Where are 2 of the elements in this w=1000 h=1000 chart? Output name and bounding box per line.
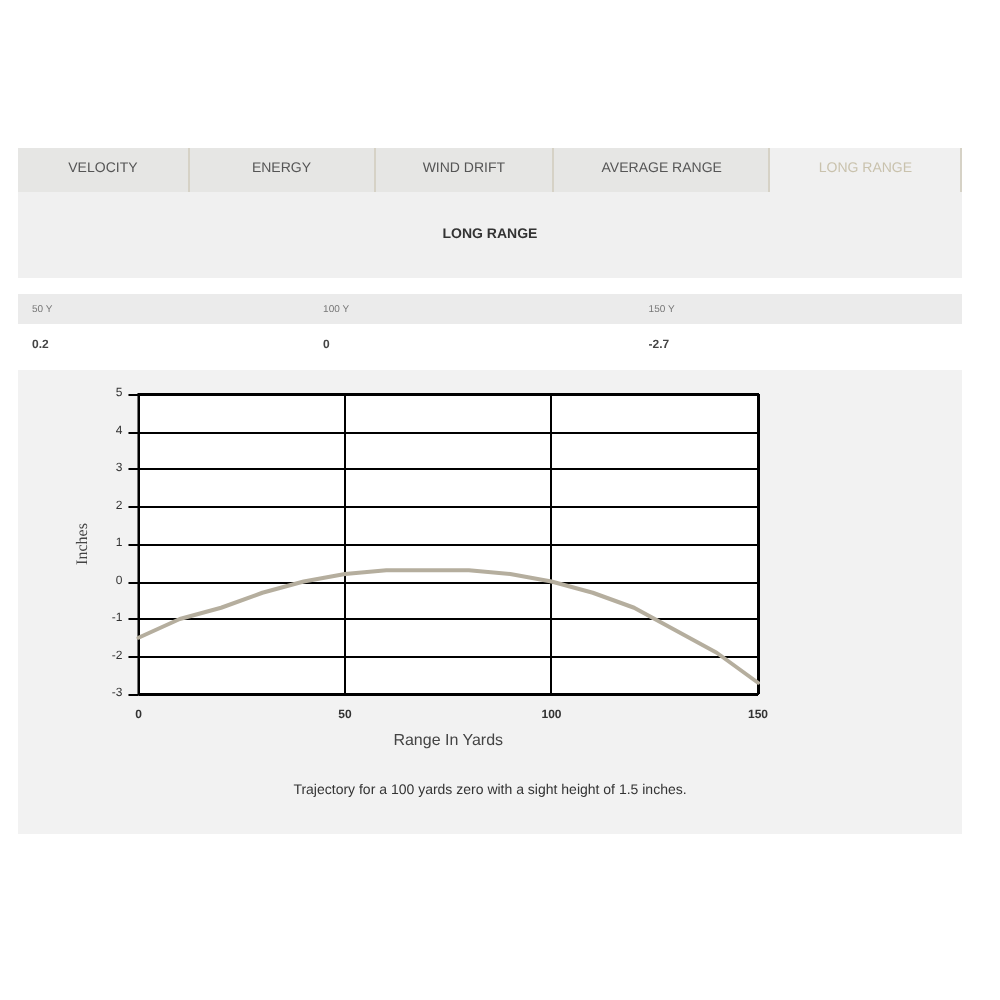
y-axis-title: Inches <box>73 523 91 565</box>
x-axis-title: Range In Yards <box>393 730 504 749</box>
